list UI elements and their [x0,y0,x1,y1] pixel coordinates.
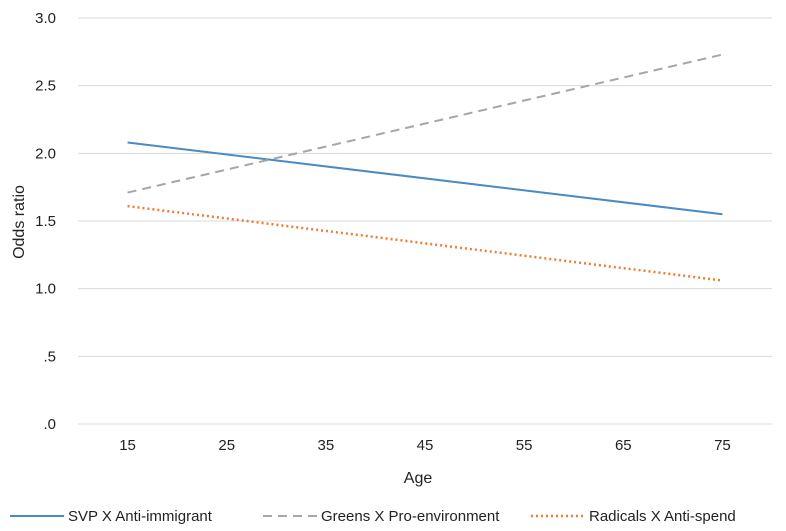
legend-label: SVP X Anti-immigrant [68,508,213,525]
x-tick-label: 45 [417,437,434,454]
y-tick-label: 2.5 [35,78,56,95]
x-tick-label: 25 [218,437,235,454]
legend-label: Radicals X Anti-spend [589,508,736,525]
x-tick-label: 35 [318,437,335,454]
x-tick-label: 75 [714,437,731,454]
series-line [127,53,723,194]
series-line [127,141,723,216]
y-tick-label: 1.0 [35,281,56,298]
legend: SVP X Anti-immigrant Greens X Pro-environ… [10,508,736,525]
x-tick-labels: 15 25 35 45 55 65 75 [119,437,731,454]
y-tick-label: .0 [43,416,56,433]
gridlines [78,17,772,425]
y-tick-label: 3.0 [35,10,56,27]
y-tick-labels: .0 .5 1.0 1.5 2.0 2.5 3.0 [35,10,56,433]
x-tick-label: 15 [119,437,136,454]
y-tick-label: .5 [43,348,56,365]
x-axis-title: Age [404,470,433,487]
legend-label: Greens X Pro-environment [321,508,500,525]
series-line [127,204,723,282]
x-tick-label: 65 [615,437,632,454]
series-lines [127,53,723,282]
y-tick-label: 2.0 [35,145,56,162]
y-tick-label: 1.5 [35,213,56,230]
x-tick-label: 55 [516,437,533,454]
y-axis-title: Odds ratio [11,185,28,259]
